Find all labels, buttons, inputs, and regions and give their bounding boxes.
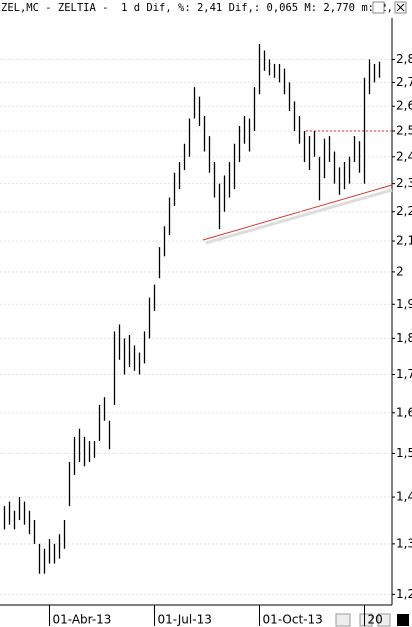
y-tick-label: 1,2: [396, 587, 412, 601]
y-tick-label: 1,4: [396, 490, 412, 504]
tool-button[interactable]: [397, 614, 409, 626]
y-tick-label: 1,9: [396, 297, 412, 311]
close-icon: [396, 3, 405, 12]
y-tick-label: 1,3: [396, 536, 412, 550]
tool-button[interactable]: [377, 613, 391, 627]
y-tick-label: 2,2: [396, 204, 412, 218]
checkbox[interactable]: [372, 1, 385, 14]
chart-title: ZEL,MC - ZELTIA - 1 d Dif, %: 2,41 Dif,:…: [1, 2, 393, 14]
y-tick-label: 2,4: [396, 149, 412, 163]
x-tick-label: 01-Jul-13: [158, 613, 212, 627]
trend-shadow: [205, 188, 393, 245]
y-tick-label: 2: [396, 264, 404, 278]
x-tick-label: 20: [368, 613, 383, 627]
y-tick-label: 1,8: [396, 331, 412, 345]
y-tick-label: 1,6: [396, 405, 412, 419]
y-tick-label: 1,7: [396, 367, 412, 381]
tool-button[interactable]: [335, 613, 351, 627]
y-tick-label: 2,8: [396, 52, 412, 66]
y-tick-label: 2,7: [396, 75, 412, 89]
tool-button[interactable]: [359, 613, 373, 627]
y-tick-label: 1,5: [396, 446, 412, 460]
toolbar: [335, 613, 409, 627]
trend-line: [202, 184, 393, 241]
x-tick-label: 01-Oct-13: [263, 613, 323, 627]
y-tick-label: 2,6: [396, 99, 412, 113]
y-tick-label: 2,1: [396, 234, 412, 248]
y-tick-label: 2,5: [396, 124, 412, 138]
x-tick-label: 01-Abr-13: [53, 613, 112, 627]
y-tick-label: 2,3: [396, 176, 412, 190]
